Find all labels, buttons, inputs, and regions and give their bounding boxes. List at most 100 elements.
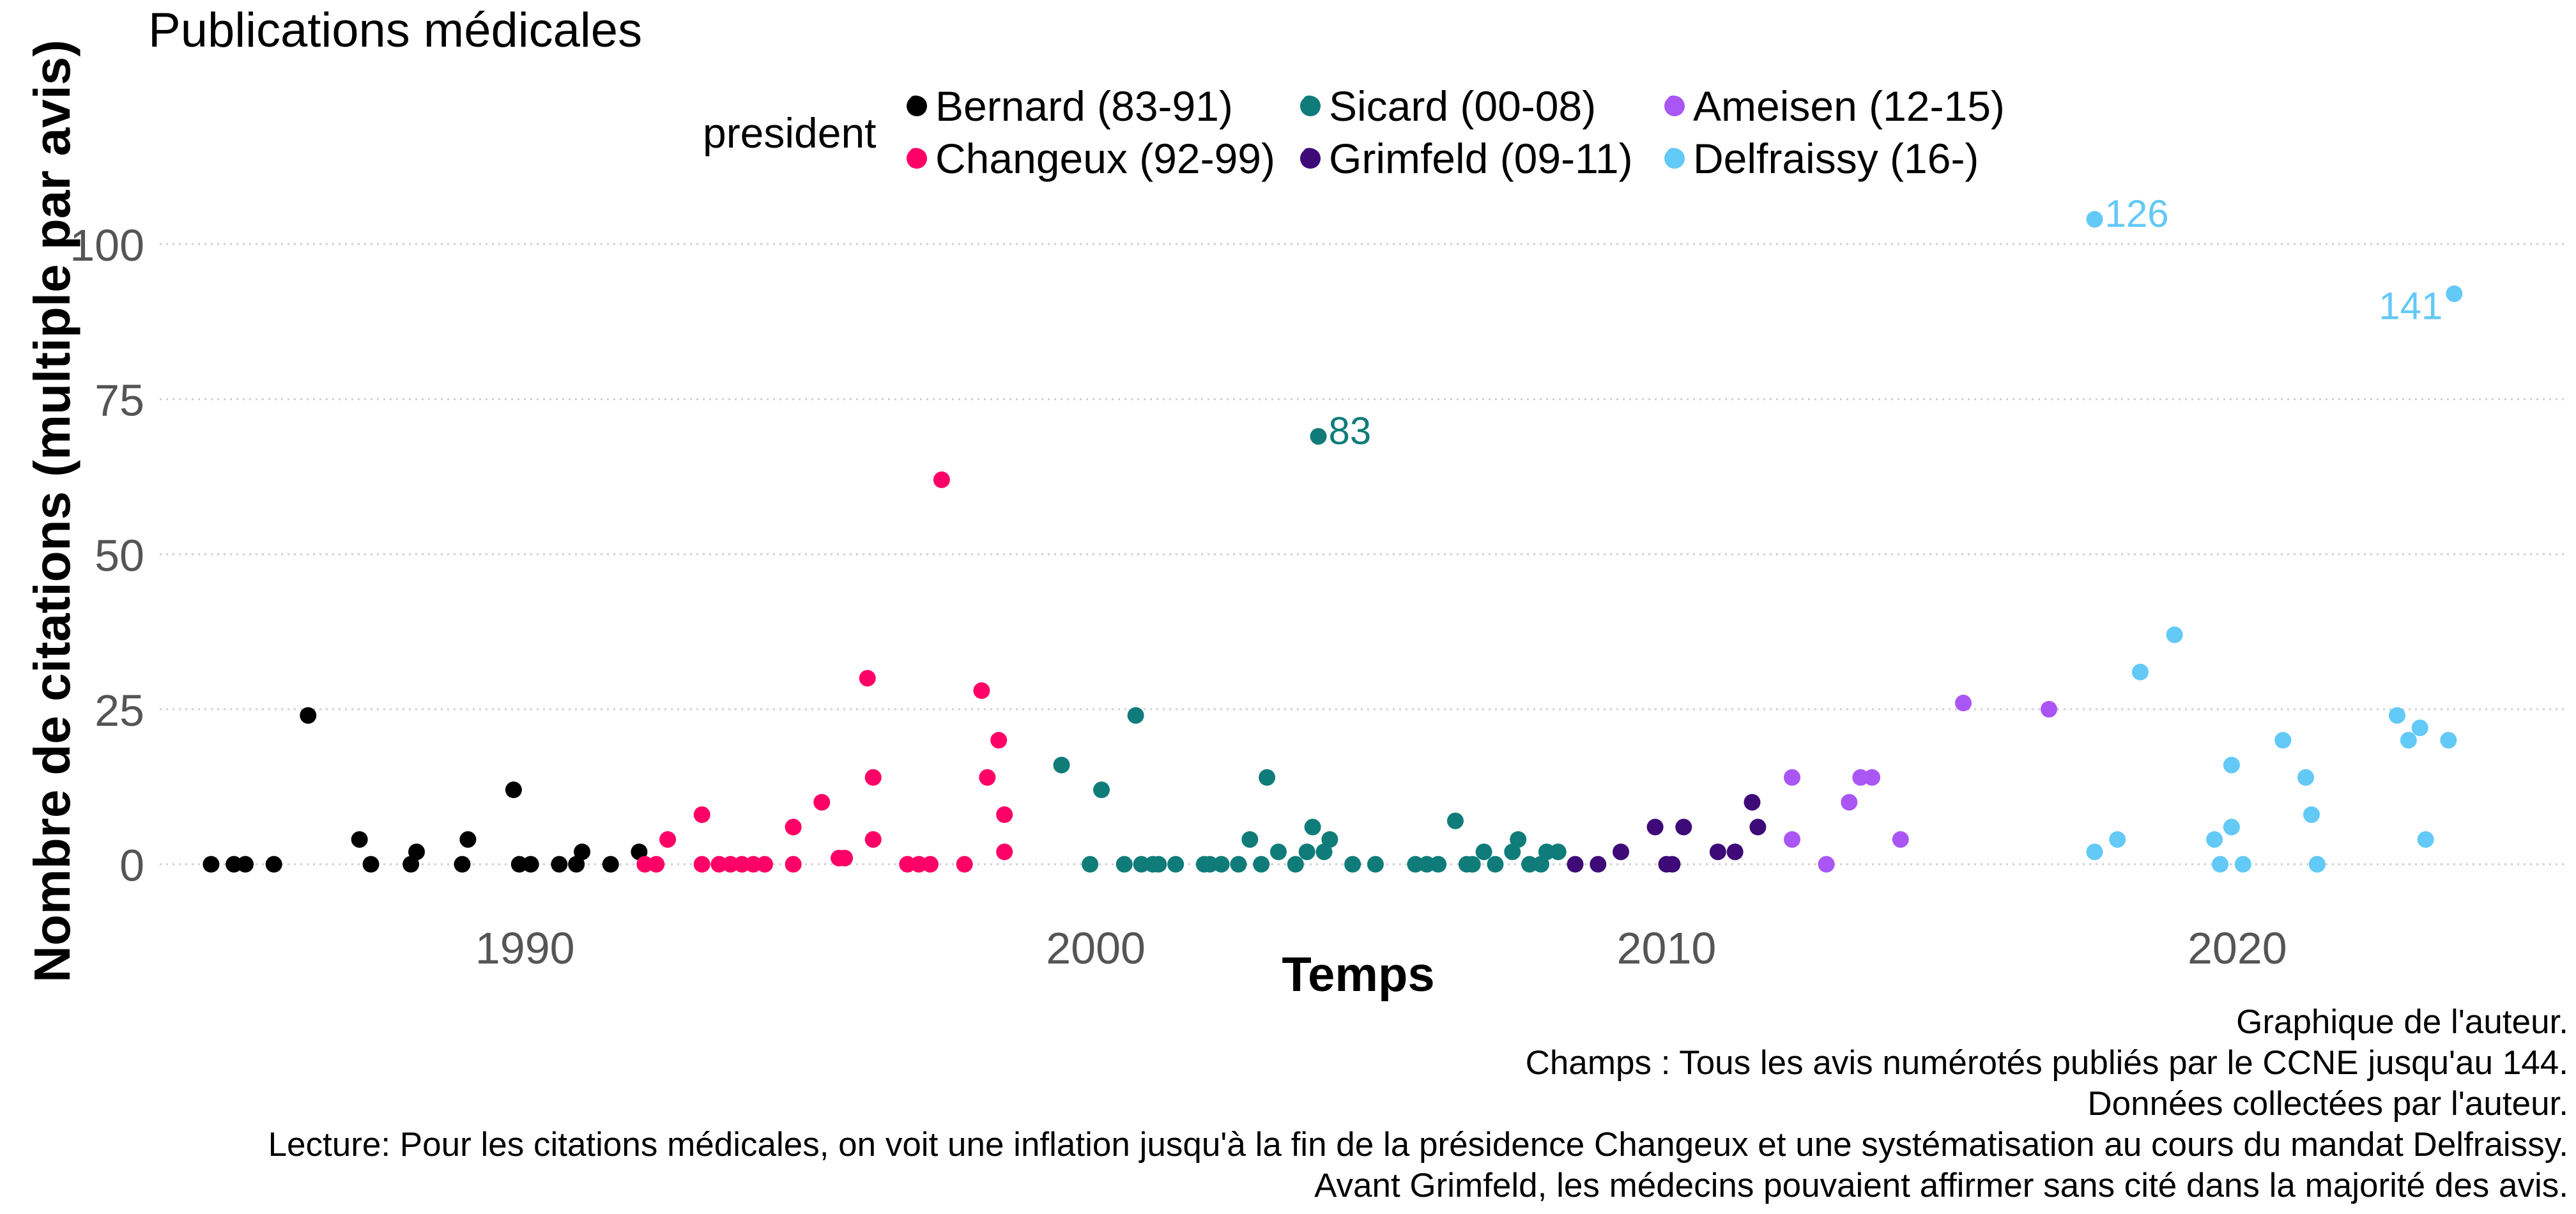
data-point: [745, 856, 762, 873]
data-point: [551, 856, 568, 873]
data-point: [1116, 856, 1133, 873]
data-point: [2411, 719, 2428, 737]
data-point: [522, 856, 539, 873]
data-point: [1475, 843, 1492, 861]
legend-key-dot: [1300, 96, 1321, 116]
data-point: [568, 856, 585, 873]
y-tick-label: 75: [95, 376, 144, 426]
data-point: [362, 856, 379, 873]
data-point: [1446, 812, 1464, 829]
data-point: [1818, 856, 1835, 873]
data-point: [836, 849, 854, 866]
data-point: [2274, 732, 2292, 749]
data-point: [1093, 781, 1110, 799]
data-point: [973, 682, 990, 699]
y-axis-ticks: 0 25 50 75 100: [70, 220, 144, 891]
data-point: [1646, 818, 1664, 836]
x-tick-label: 1990: [475, 923, 575, 973]
data-point: [996, 843, 1013, 861]
data-point: [990, 732, 1008, 749]
data-point: [2308, 856, 2326, 873]
data-point: [2446, 285, 2463, 302]
legend-key: a: [1296, 141, 1325, 174]
data-point: [1213, 856, 1230, 873]
data-point: [2109, 831, 2126, 848]
data-point: [265, 856, 282, 873]
data-point: [2086, 843, 2103, 861]
data-point: [1487, 856, 1504, 873]
data-point: [859, 670, 876, 687]
data-point: [1709, 843, 1726, 861]
y-tick-label: 0: [119, 841, 144, 891]
data-point: [1127, 707, 1144, 724]
data-point: [2400, 732, 2417, 749]
legend-key-letter: a: [1666, 139, 1681, 167]
data-point: [2234, 856, 2251, 873]
caption-line: Champs : Tous les avis numérotés publiés…: [1525, 1044, 2568, 1082]
data-point: [1201, 856, 1218, 873]
data-point: [710, 856, 728, 873]
data-point: [910, 856, 928, 873]
data-point: [2086, 211, 2103, 228]
legend-key-letter: a: [1666, 87, 1681, 115]
data-point: [1287, 856, 1304, 873]
data-point: [454, 856, 471, 873]
data-point: [693, 806, 710, 823]
data-point: [1955, 695, 1972, 712]
data-point: [1367, 856, 1384, 873]
data-point: [899, 856, 916, 873]
data-point: [1407, 856, 1424, 873]
data-point: [574, 843, 591, 861]
data-point: [459, 831, 477, 848]
data-point: [1841, 794, 1858, 811]
legend-label: Ameisen (12-15): [1693, 82, 2005, 130]
x-axis-ticks: 1990 2000 2010 2020: [475, 923, 2287, 973]
data-point: [1744, 794, 1761, 811]
caption-line: Graphique de l'auteur.: [2236, 1003, 2568, 1041]
data-point: [1852, 769, 1869, 786]
data-point: [1510, 831, 1527, 848]
grid-lines: [160, 243, 2568, 866]
annotation-label: 126: [2105, 192, 2169, 235]
data-point: [722, 856, 739, 873]
data-point: [648, 856, 665, 873]
legend-key: a: [902, 88, 931, 121]
data-point: [2166, 626, 2183, 643]
legend-label: Changeux (92-99): [935, 135, 1275, 182]
data-point: [2223, 818, 2240, 836]
data-point: [300, 707, 317, 724]
legend-label: Sicard (00-08): [1329, 82, 1597, 130]
data-point: [1082, 856, 1099, 873]
data-point: [733, 856, 751, 873]
data-point: [1167, 856, 1184, 873]
y-tick-label: 100: [70, 220, 144, 270]
data-point: [1892, 831, 1909, 848]
data-point: [1150, 856, 1167, 873]
data-point: [1430, 856, 1447, 873]
data-point: [1298, 843, 1315, 861]
legend-key: a: [902, 141, 931, 174]
data-point: [2297, 769, 2315, 786]
data-point: [1053, 757, 1070, 774]
data-point: [2417, 831, 2434, 848]
data-point: [2041, 701, 2058, 718]
data-point: [1549, 843, 1567, 861]
x-tick-label: 2000: [1046, 923, 1146, 973]
data-point: [756, 856, 773, 873]
data-point: [1269, 843, 1287, 861]
y-tick-label: 25: [95, 686, 144, 735]
data-point: [1344, 856, 1361, 873]
data-point: [505, 781, 522, 799]
legend-key-dot: [1664, 96, 1685, 116]
data-point: [1613, 843, 1630, 861]
data-point: [2388, 707, 2405, 724]
data-point: [1675, 818, 1692, 836]
data-point: [864, 769, 882, 786]
data-point: [1538, 843, 1555, 861]
data-point: [1749, 818, 1767, 836]
data-point: [2223, 757, 2240, 774]
data-point: [510, 856, 528, 873]
data-point: [1726, 843, 1744, 861]
data-point: [1504, 843, 1521, 861]
data-point: [2131, 663, 2149, 680]
